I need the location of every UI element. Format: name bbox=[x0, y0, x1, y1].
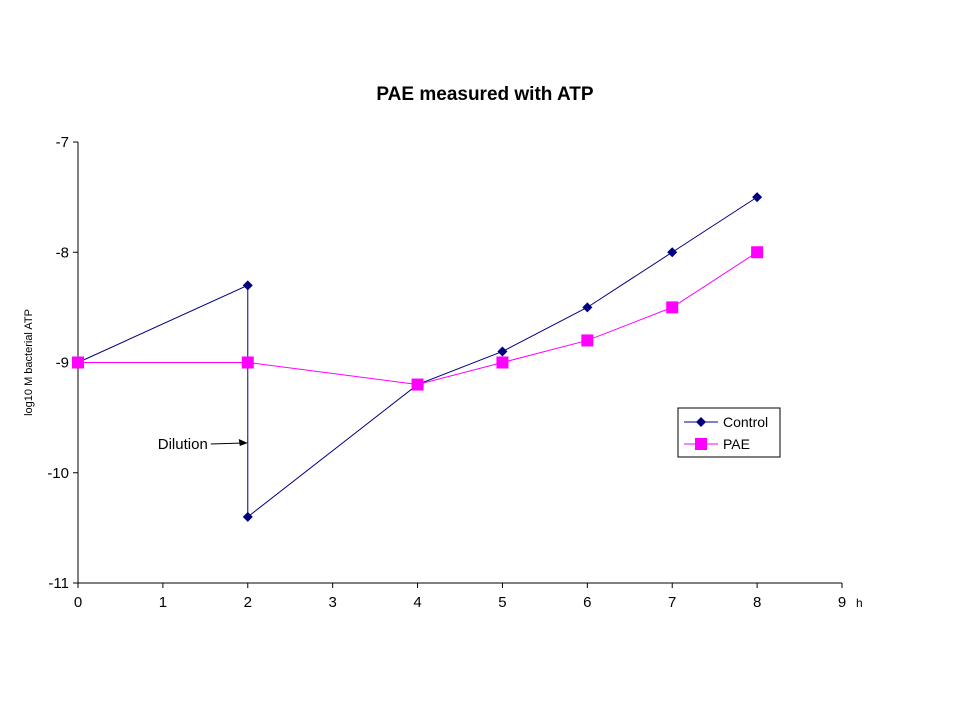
data-point-control bbox=[752, 192, 763, 203]
x-tick-label: 6 bbox=[583, 594, 591, 611]
x-tick-label: 7 bbox=[668, 594, 676, 611]
x-tick-label: 8 bbox=[753, 594, 761, 611]
x-tick-label: 0 bbox=[74, 594, 82, 611]
x-tick-label: 2 bbox=[244, 594, 252, 611]
y-tick-label: -11 bbox=[48, 575, 69, 592]
annotation-arrow-line bbox=[210, 442, 244, 445]
annotations: Dilution bbox=[158, 436, 248, 453]
data-point-control bbox=[242, 280, 253, 291]
annotation-arrow-head bbox=[238, 438, 248, 446]
x-axis-label: h bbox=[856, 596, 863, 610]
series-lines bbox=[77, 196, 758, 518]
series-markers bbox=[72, 192, 764, 522]
annotation-label: Dilution bbox=[158, 436, 208, 453]
series-line-control bbox=[77, 196, 758, 518]
y-tick-label: -9 bbox=[56, 355, 69, 372]
y-tick-label: -10 bbox=[47, 465, 69, 482]
legend-label-pae: PAE bbox=[723, 436, 750, 452]
data-point-pae bbox=[411, 378, 424, 391]
data-point-pae bbox=[751, 246, 764, 259]
y-tick-label: -7 bbox=[56, 134, 69, 151]
chart-title: PAE measured with ATP bbox=[376, 84, 593, 105]
data-point-pae bbox=[72, 356, 84, 369]
data-point-control bbox=[582, 302, 593, 313]
legend-label-control: Control bbox=[723, 414, 768, 430]
y-tick-label: -8 bbox=[56, 244, 69, 261]
data-point-pae bbox=[581, 334, 594, 347]
legend-marker-pae bbox=[695, 438, 707, 450]
data-point-control bbox=[242, 511, 253, 522]
x-tick-label: 9 bbox=[838, 594, 846, 611]
legend: Control PAE bbox=[677, 407, 781, 458]
x-tick-label: 3 bbox=[328, 594, 336, 611]
data-point-pae bbox=[666, 301, 679, 314]
data-point-pae bbox=[241, 356, 254, 369]
series-line-pae bbox=[78, 251, 758, 386]
data-point-control bbox=[497, 346, 508, 357]
data-point-control bbox=[667, 247, 678, 258]
legend-marker-control bbox=[696, 417, 706, 427]
axes: -11 -10 -9 -8 -7 0 1 2 3 4 5 6 7 8 9 h log10 M bacterial… bbox=[23, 134, 863, 611]
x-tick-label: 4 bbox=[413, 594, 421, 611]
x-tick-label: 5 bbox=[498, 594, 506, 611]
x-tick-label: 1 bbox=[159, 594, 167, 611]
y-axis-label: log10 M bacterial ATP bbox=[23, 309, 35, 416]
data-point-pae bbox=[496, 356, 509, 369]
